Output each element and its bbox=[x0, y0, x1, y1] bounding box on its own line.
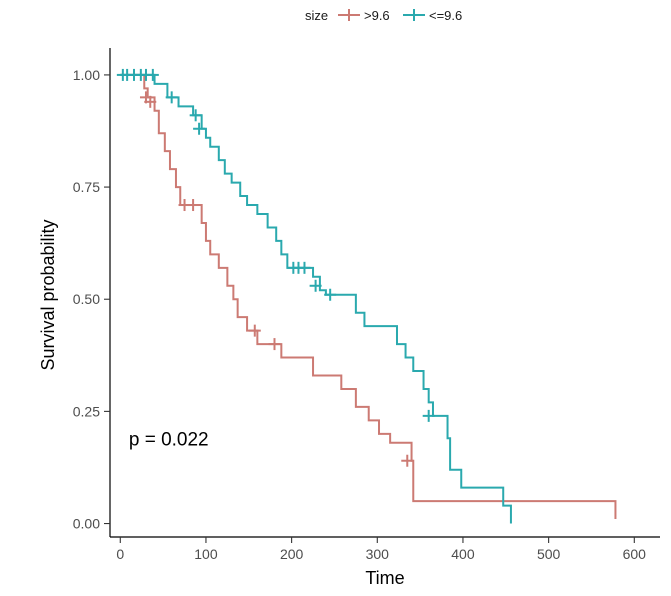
legend-label-gt96: >9.6 bbox=[364, 8, 390, 23]
censor-mark bbox=[165, 91, 178, 104]
censor-mark bbox=[189, 109, 202, 122]
censor-mark bbox=[146, 68, 159, 81]
y-tick-label: 0.00 bbox=[73, 516, 100, 532]
x-tick-label: 600 bbox=[623, 546, 647, 562]
censor-marks bbox=[116, 68, 435, 467]
legend-entry-le96: <=9.6 bbox=[403, 8, 462, 23]
x-axis-title: Time bbox=[365, 568, 404, 588]
y-tick-label: 0.50 bbox=[73, 291, 100, 307]
legend-title: size bbox=[305, 8, 328, 23]
curve-le96 bbox=[120, 73, 512, 524]
x-tick-label: 100 bbox=[194, 546, 218, 562]
x-tick-label: 200 bbox=[280, 546, 304, 562]
survival-curves bbox=[120, 73, 617, 524]
censor-mark bbox=[401, 454, 414, 467]
censor-mark bbox=[298, 261, 311, 274]
censor-mark bbox=[422, 409, 435, 422]
censor-mark bbox=[324, 288, 337, 301]
curve-gt96 bbox=[120, 73, 617, 520]
x-tick-label: 0 bbox=[116, 546, 124, 562]
x-tick-label: 400 bbox=[451, 546, 475, 562]
censor-mark bbox=[309, 279, 322, 292]
y-tick-label: 0.75 bbox=[73, 179, 100, 195]
censor-mark bbox=[268, 338, 281, 351]
legend-label-le96: <=9.6 bbox=[429, 8, 462, 23]
legend-entry-gt96: >9.6 bbox=[338, 8, 390, 23]
p-value-annotation: p = 0.022 bbox=[129, 429, 209, 450]
x-axis-ticks: 0 100 200 300 400 500 600 bbox=[116, 537, 646, 562]
y-axis-ticks: 0.00 0.25 0.50 0.75 1.00 bbox=[73, 67, 110, 532]
y-tick-label: 1.00 bbox=[73, 67, 100, 83]
censor-mark bbox=[144, 95, 157, 108]
legend: size >9.6 <=9.6 bbox=[305, 8, 462, 23]
x-tick-label: 300 bbox=[366, 546, 390, 562]
y-tick-label: 0.25 bbox=[73, 403, 100, 419]
y-axis-title: Survival probability bbox=[38, 219, 58, 370]
censor-mark bbox=[248, 324, 261, 337]
x-tick-label: 500 bbox=[537, 546, 561, 562]
censor-mark bbox=[187, 199, 200, 212]
censor-mark bbox=[193, 122, 206, 135]
